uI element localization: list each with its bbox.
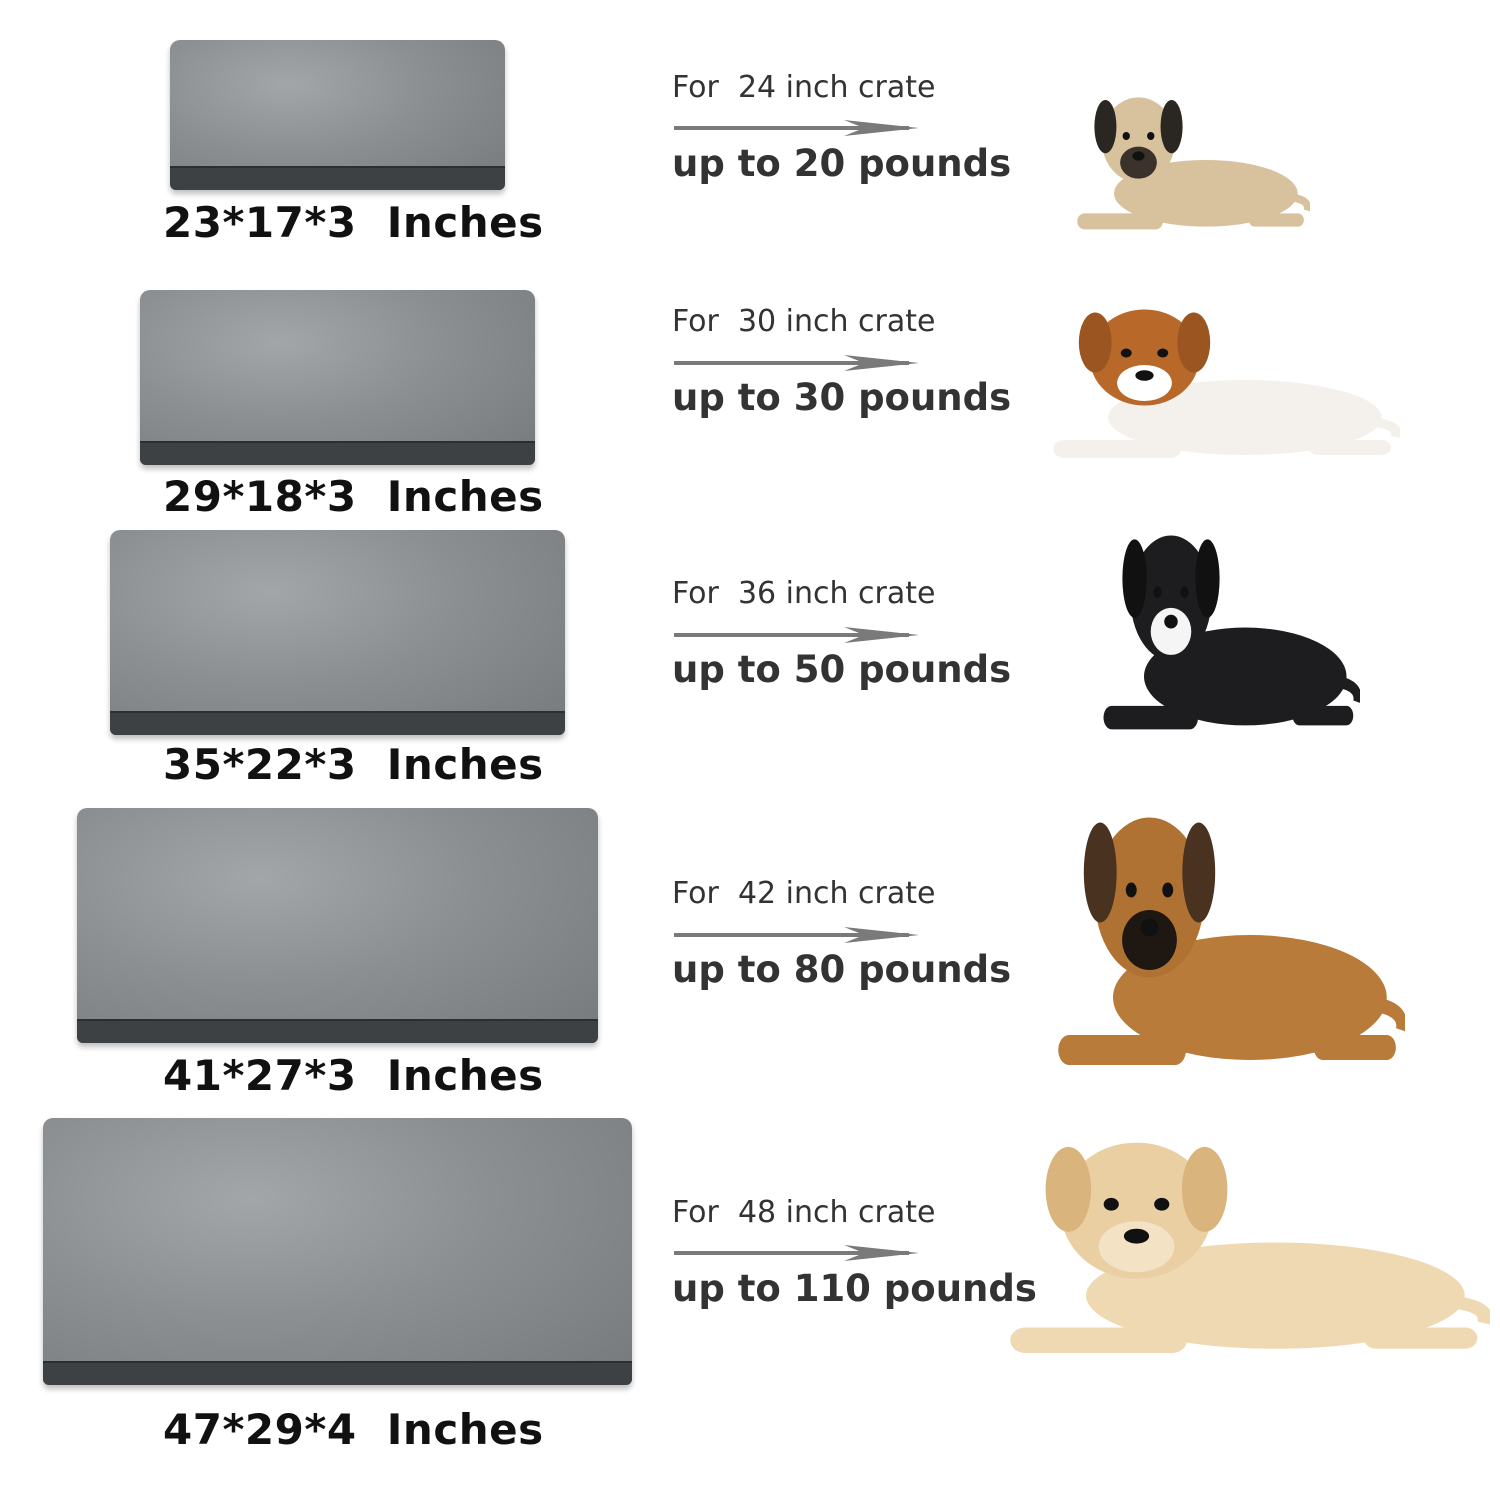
dog-tail <box>1291 193 1310 212</box>
dog-back-paws <box>1313 1035 1396 1060</box>
dog-front-paws <box>1058 1035 1186 1065</box>
weight-label: up to 20 pounds <box>672 142 1012 185</box>
crate-label: For 24 inch crate <box>672 70 936 105</box>
bed-small <box>170 40 505 190</box>
size-label: 41*27*3 Inches <box>163 1051 544 1100</box>
size-label: 23*17*3 Inches <box>163 198 544 247</box>
beagle-icon <box>1053 309 1400 458</box>
dog-nose <box>1140 918 1159 937</box>
bed-band <box>77 1019 598 1043</box>
dog-front-paws <box>1010 1327 1187 1353</box>
arrow-icon <box>674 627 919 643</box>
dog-nose <box>1164 614 1178 629</box>
border-collie-icon <box>1103 535 1360 730</box>
dog-head <box>1130 535 1212 661</box>
dog-ear-left <box>1083 822 1117 923</box>
dog-nose <box>1123 1228 1150 1244</box>
dog-ear-right <box>1182 822 1216 923</box>
dog-nose <box>1135 370 1154 381</box>
dog-back-paws <box>1292 705 1354 726</box>
dog-ear-left <box>1094 100 1117 154</box>
arrow-icon <box>674 120 919 136</box>
dog-back-paws <box>1363 1327 1478 1349</box>
dog-head <box>1089 309 1200 406</box>
dog-ear-left <box>1078 312 1112 373</box>
arrow-icon <box>674 1245 919 1261</box>
dog-ear-left <box>1045 1146 1092 1232</box>
dog-muzzle <box>1122 910 1177 970</box>
labrador-icon <box>1010 1142 1490 1353</box>
crate-label: For 48 inch crate <box>672 1195 936 1230</box>
dog-ear-left <box>1122 539 1147 618</box>
dog-front-paws <box>1053 440 1181 458</box>
dog-body <box>1108 380 1382 455</box>
bed-xlarge <box>77 808 598 1043</box>
dog-nose <box>1132 151 1145 161</box>
dog-muzzle <box>1150 607 1192 655</box>
bed-xxlarge <box>43 1118 632 1385</box>
dog-ear-right <box>1181 1146 1228 1232</box>
dog-back-paws <box>1308 440 1391 455</box>
dog-tail <box>1376 997 1405 1032</box>
dog-ear-right <box>1195 539 1220 618</box>
dog-head <box>1060 1142 1213 1279</box>
size-label: 29*18*3 Inches <box>163 472 544 521</box>
dog-head <box>1094 817 1205 978</box>
dog-muzzle <box>1120 146 1157 179</box>
dog-eye <box>1157 348 1169 358</box>
dog-body <box>1114 160 1298 227</box>
dog-eye <box>1154 1197 1170 1211</box>
dog-eye <box>1125 882 1137 898</box>
dog-eye <box>1120 348 1132 358</box>
dog-eye <box>1103 1197 1119 1211</box>
weight-label: up to 80 pounds <box>672 948 1012 991</box>
weight-label: up to 110 pounds <box>672 1267 1037 1310</box>
dog-eye <box>1162 882 1174 898</box>
dog-body <box>1113 935 1387 1060</box>
crate-label: For 36 inch crate <box>672 576 936 611</box>
bed-band <box>140 441 535 465</box>
dog-eye <box>1122 132 1130 140</box>
size-label: 47*29*4 Inches <box>163 1405 544 1454</box>
dog-muzzle <box>1098 1221 1175 1273</box>
weight-label: up to 30 pounds <box>672 376 1012 419</box>
size-label: 35*22*3 Inches <box>163 740 544 789</box>
crate-label: For 30 inch crate <box>672 304 936 339</box>
dog-tail <box>1371 417 1400 438</box>
dog-tail <box>1339 676 1360 703</box>
dog-front-paws <box>1103 705 1198 730</box>
bed-medium <box>140 290 535 465</box>
dog-eye <box>1147 132 1155 140</box>
weight-label: up to 50 pounds <box>672 648 1012 691</box>
dog-head <box>1101 97 1176 183</box>
bed-band <box>170 166 505 190</box>
crate-label: For 42 inch crate <box>672 876 936 911</box>
dog-body <box>1144 627 1347 726</box>
dog-eye <box>1180 586 1189 599</box>
dog-tail <box>1450 1295 1490 1325</box>
dog-back-paws <box>1248 213 1304 227</box>
dog-muzzle <box>1117 365 1172 401</box>
dog-front-paws <box>1077 213 1163 230</box>
bed-band <box>43 1361 632 1385</box>
dog-ear-right <box>1177 312 1211 373</box>
pug-icon <box>1077 97 1310 230</box>
arrow-icon <box>674 355 919 371</box>
dog-ear-right <box>1160 100 1183 154</box>
dog-body <box>1086 1242 1465 1349</box>
arrow-icon <box>674 927 919 943</box>
bed-band <box>110 711 565 735</box>
bed-large <box>110 530 565 735</box>
german-shepherd-icon <box>1058 817 1405 1065</box>
dog-eye <box>1153 586 1162 599</box>
